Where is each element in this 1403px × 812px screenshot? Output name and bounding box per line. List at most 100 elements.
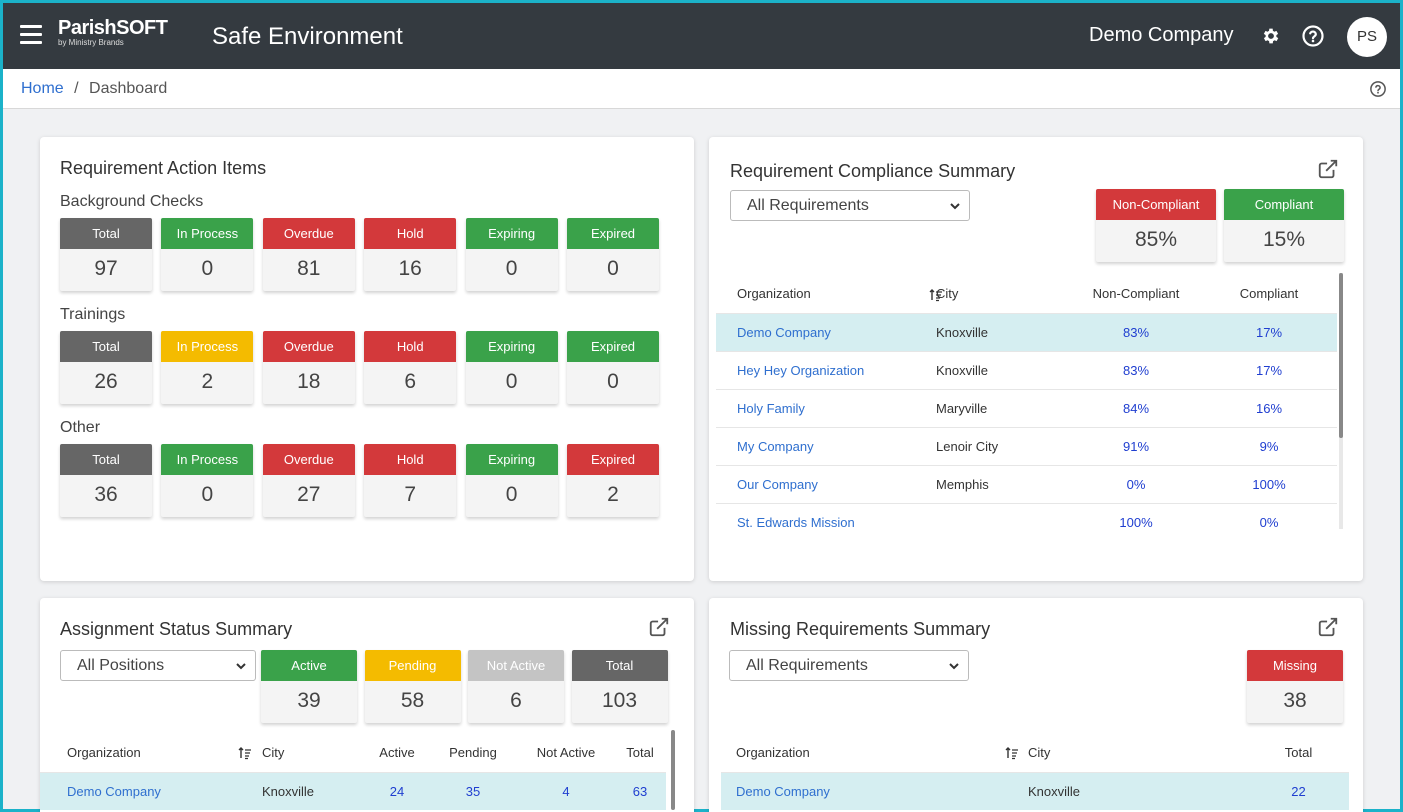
column-header-city[interactable]: City bbox=[262, 745, 285, 761]
column-header-total[interactable]: Total bbox=[1284, 745, 1313, 761]
table-row[interactable]: Demo Company Knoxville 83% 17% bbox=[716, 312, 1337, 351]
stat-trainings-hold[interactable]: Hold 6 bbox=[364, 331, 457, 404]
stat-other-overdue[interactable]: Overdue 27 bbox=[262, 444, 355, 517]
compliant-stat[interactable]: Compliant 15% bbox=[1224, 189, 1344, 262]
select-value: All Requirements bbox=[746, 657, 868, 674]
stat-trainings-total[interactable]: Total 26 bbox=[60, 331, 152, 404]
column-header-organization[interactable]: Organization bbox=[67, 745, 141, 761]
stat-trainings-expired[interactable]: Expired 0 bbox=[567, 331, 659, 404]
non-compliant-cell[interactable]: 91% bbox=[1071, 426, 1201, 465]
stat-label: Expired bbox=[567, 218, 659, 249]
external-link-icon[interactable] bbox=[1317, 616, 1339, 638]
stat-label: In Process bbox=[161, 218, 254, 249]
city-cell: Maryville bbox=[936, 388, 1071, 427]
stat-pending[interactable]: Pending 58 bbox=[364, 650, 461, 723]
stat-other-in-process[interactable]: In Process 0 bbox=[161, 444, 254, 517]
hamburger-menu-icon[interactable] bbox=[20, 25, 42, 45]
active-cell[interactable]: 24 bbox=[366, 771, 428, 810]
total-cell[interactable]: 63 bbox=[614, 771, 666, 810]
non-compliant-cell[interactable]: 0% bbox=[1071, 464, 1201, 503]
external-link-icon[interactable] bbox=[1317, 158, 1339, 180]
chevron-down-icon bbox=[950, 203, 960, 210]
organization-link[interactable]: Holy Family bbox=[716, 388, 936, 427]
compliant-cell[interactable]: 9% bbox=[1201, 426, 1337, 465]
stat-active[interactable]: Active 39 bbox=[261, 650, 357, 723]
table-row[interactable]: Our Company Memphis 0% 100% bbox=[716, 464, 1337, 503]
company-name[interactable]: Demo Company bbox=[1089, 24, 1234, 46]
stat-background-checks-overdue[interactable]: Overdue 81 bbox=[262, 218, 355, 291]
stat-trainings-in-process[interactable]: In Process 2 bbox=[161, 331, 254, 404]
non-compliant-cell[interactable]: 100% bbox=[1071, 502, 1201, 541]
compliant-cell[interactable]: 17% bbox=[1201, 350, 1337, 389]
missing-stat[interactable]: Missing 38 bbox=[1247, 650, 1343, 723]
organization-link[interactable]: My Company bbox=[716, 426, 936, 465]
stat-other-hold[interactable]: Hold 7 bbox=[364, 444, 457, 517]
logo[interactable]: ParishSOFT by Ministry Brands bbox=[58, 18, 168, 48]
column-header-organization[interactable]: Organization bbox=[737, 286, 811, 302]
requirement-filter-select[interactable]: All Requirements bbox=[729, 650, 969, 681]
city-cell: Memphis bbox=[936, 464, 1071, 503]
pending-cell[interactable]: 35 bbox=[428, 771, 518, 810]
not-active-cell[interactable]: 4 bbox=[518, 771, 614, 810]
column-header-total[interactable]: Total bbox=[626, 745, 654, 761]
stat-total[interactable]: Total 103 bbox=[571, 650, 668, 723]
table-row[interactable]: St. Edwards Mission 100% 0% bbox=[716, 502, 1337, 541]
stat-trainings-expiring[interactable]: Expiring 0 bbox=[465, 331, 558, 404]
non-compliant-cell[interactable]: 83% bbox=[1071, 350, 1201, 389]
stat-not-active[interactable]: Not Active 6 bbox=[468, 650, 564, 723]
compliant-cell[interactable]: 16% bbox=[1201, 388, 1337, 427]
non-compliant-cell[interactable]: 83% bbox=[1071, 312, 1201, 351]
breadcrumb-home[interactable]: Home bbox=[21, 80, 64, 97]
stat-background-checks-expired[interactable]: Expired 0 bbox=[567, 218, 659, 291]
column-header-compliant[interactable]: Compliant bbox=[1239, 286, 1299, 302]
column-header-not-active[interactable]: Not Active bbox=[536, 745, 596, 761]
stat-trainings-overdue[interactable]: Overdue 18 bbox=[262, 331, 355, 404]
non-compliant-stat[interactable]: Non-Compliant 85% bbox=[1096, 189, 1216, 262]
stat-value: 38 bbox=[1283, 689, 1307, 712]
table-row[interactable]: Hey Hey Organization Knoxville 83% 17% bbox=[716, 350, 1337, 389]
position-filter-select[interactable]: All Positions bbox=[60, 650, 256, 681]
compliant-cell[interactable]: 17% bbox=[1201, 312, 1337, 351]
sort-icon[interactable] bbox=[1005, 746, 1019, 760]
app-title: Safe Environment bbox=[212, 23, 403, 50]
organization-link[interactable]: Hey Hey Organization bbox=[716, 350, 936, 389]
table-row[interactable]: My Company Lenoir City 91% 9% bbox=[716, 426, 1337, 465]
table-row[interactable]: Holy Family Maryville 84% 16% bbox=[716, 388, 1337, 427]
column-header-organization[interactable]: Organization bbox=[736, 745, 810, 761]
stat-background-checks-expiring[interactable]: Expiring 0 bbox=[465, 218, 558, 291]
compliant-cell[interactable]: 100% bbox=[1201, 464, 1337, 503]
sort-icon[interactable] bbox=[238, 746, 252, 760]
non-compliant-cell[interactable]: 84% bbox=[1071, 388, 1201, 427]
requirement-compliance-summary-card: Requirement Compliance Summary All Requi… bbox=[709, 137, 1363, 581]
help-icon[interactable] bbox=[1369, 80, 1387, 98]
total-cell[interactable]: 22 bbox=[1248, 771, 1349, 810]
column-header-city[interactable]: City bbox=[936, 286, 959, 302]
stat-value: 16 bbox=[398, 257, 422, 280]
stat-background-checks-hold[interactable]: Hold 16 bbox=[364, 218, 457, 291]
column-header-active[interactable]: Active bbox=[379, 745, 415, 761]
organization-link[interactable]: Our Company bbox=[716, 464, 936, 503]
help-icon[interactable] bbox=[1301, 24, 1325, 48]
scrollbar-thumb[interactable] bbox=[1339, 273, 1343, 438]
avatar[interactable]: PS bbox=[1347, 17, 1387, 57]
requirement-filter-select[interactable]: All Requirements bbox=[730, 190, 970, 221]
organization-link[interactable]: Demo Company bbox=[40, 771, 262, 810]
compliant-cell[interactable]: 0% bbox=[1201, 502, 1337, 541]
stat-background-checks-total[interactable]: Total 97 bbox=[60, 218, 152, 291]
gear-icon[interactable] bbox=[1261, 26, 1281, 46]
organization-link[interactable]: Demo Company bbox=[721, 771, 1028, 810]
stat-other-expired[interactable]: Expired 2 bbox=[567, 444, 659, 517]
column-header-pending[interactable]: Pending bbox=[449, 745, 497, 761]
table-row[interactable]: Demo Company Knoxville 22 bbox=[721, 771, 1349, 810]
column-header-city[interactable]: City bbox=[1028, 745, 1051, 761]
table-row[interactable]: Demo Company Knoxville 24 35 4 63 bbox=[40, 771, 666, 810]
external-link-icon[interactable] bbox=[648, 616, 670, 638]
stat-background-checks-in-process[interactable]: In Process 0 bbox=[161, 218, 254, 291]
sort-icon[interactable] bbox=[929, 288, 943, 302]
scrollbar-thumb[interactable] bbox=[671, 730, 675, 810]
stat-other-expiring[interactable]: Expiring 0 bbox=[465, 444, 558, 517]
column-header-non-compliant[interactable]: Non-Compliant bbox=[1092, 286, 1180, 302]
organization-link[interactable]: St. Edwards Mission bbox=[716, 502, 936, 541]
organization-link[interactable]: Demo Company bbox=[716, 312, 936, 351]
stat-other-total[interactable]: Total 36 bbox=[60, 444, 152, 517]
